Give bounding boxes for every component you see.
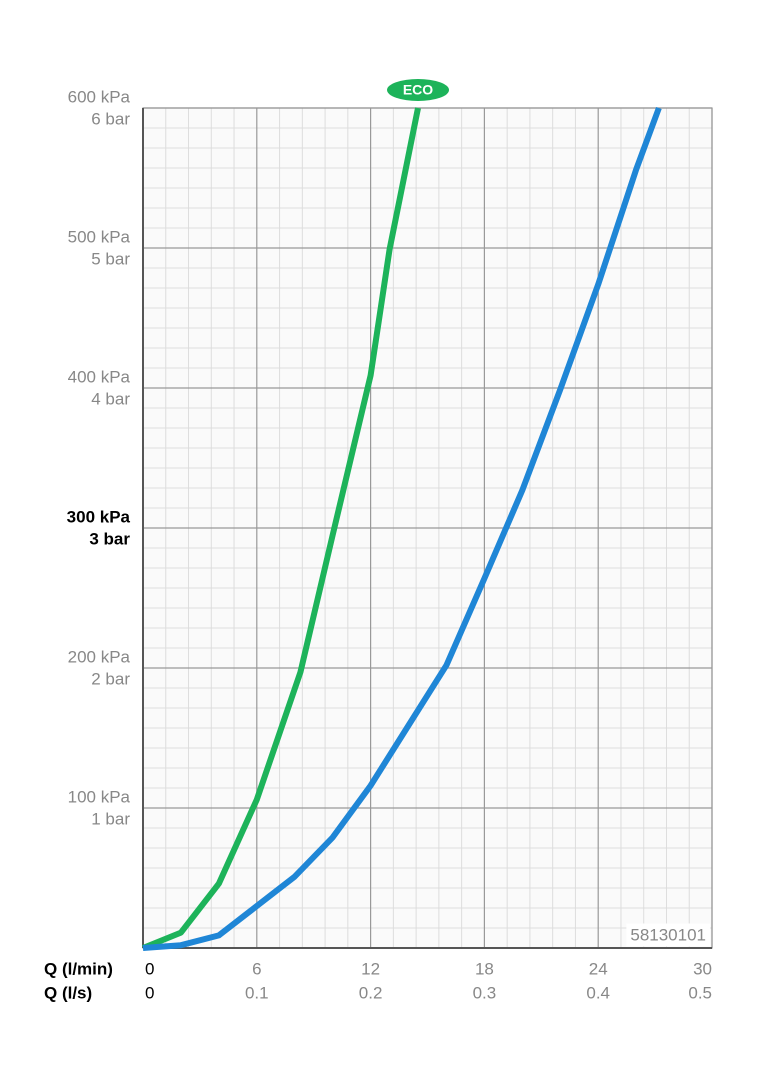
x2-tick-label: 0.1 xyxy=(245,983,269,1002)
x2-tick-label: 0.2 xyxy=(359,983,383,1002)
code-background xyxy=(626,923,710,947)
series-name: ECO xyxy=(403,82,433,98)
x-tick-label: 30 xyxy=(693,959,712,978)
x2-tick-label: 0.4 xyxy=(586,983,610,1002)
x2-tick-label: 0 xyxy=(145,983,154,1002)
y-tick-label: 200 kPa xyxy=(68,647,131,666)
y2-tick-label: 1 bar xyxy=(91,809,130,828)
y-tick-label: 400 kPa xyxy=(68,367,131,386)
x-tick-label: 18 xyxy=(475,959,494,978)
y-tick-label: 600 kPa xyxy=(68,87,131,106)
y-tick-label: 300 kPa xyxy=(67,507,131,526)
x-axis-label: Q (l/min) xyxy=(44,959,113,978)
x2-tick-label: 0.5 xyxy=(688,983,712,1002)
series-line xyxy=(142,106,662,951)
y-tick-label: 100 kPa xyxy=(68,787,131,806)
y2-tick-label: 6 bar xyxy=(91,109,130,128)
x-tick-label: 6 xyxy=(252,959,261,978)
y2-tick-label: 4 bar xyxy=(91,389,130,408)
series-line xyxy=(141,107,421,951)
x-tick-label: 24 xyxy=(589,959,608,978)
y2-tick-label: 5 bar xyxy=(91,249,130,268)
x-tick-label: 0 xyxy=(145,959,154,978)
code-label: 58130101 xyxy=(630,925,706,944)
x2-axis-label: Q (l/s) xyxy=(44,983,92,1002)
y2-tick-label: 3 bar xyxy=(89,529,130,548)
x2-tick-label: 0.3 xyxy=(473,983,497,1002)
y2-tick-label: 2 bar xyxy=(91,669,130,688)
series-badge xyxy=(387,79,450,101)
x-tick-label: 12 xyxy=(361,959,380,978)
y-tick-label: 500 kPa xyxy=(68,227,131,246)
